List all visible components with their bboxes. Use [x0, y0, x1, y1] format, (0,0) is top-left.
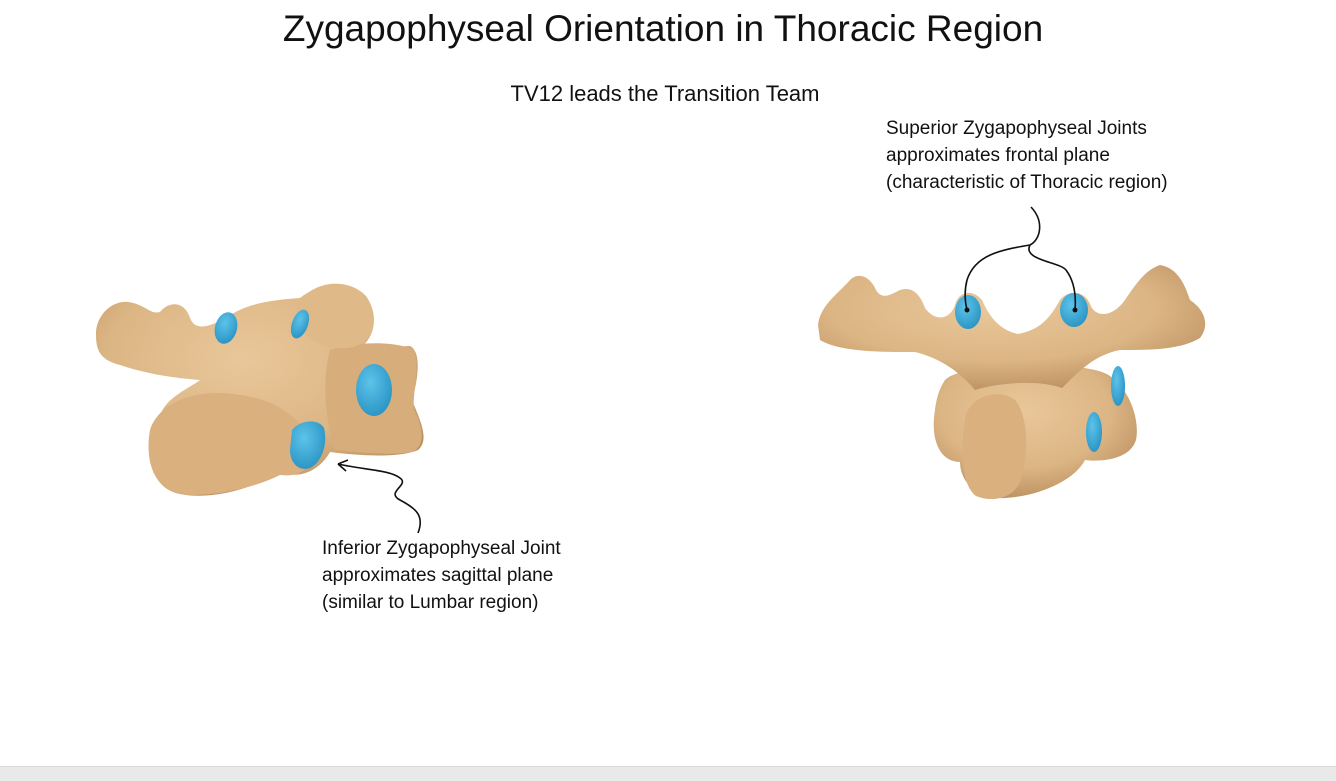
left-inferior-facet	[290, 421, 326, 469]
inferior-callout-line-3: (similar to Lumbar region)	[322, 592, 539, 613]
leader-dot-left	[964, 307, 970, 313]
right-inferior-facet-a	[1111, 366, 1125, 406]
left-costal-facet	[356, 364, 392, 416]
left-superior-facet-b	[290, 309, 310, 339]
superior-callout-line-1: Superior Zygapophyseal Joints	[886, 118, 1147, 139]
left-superior-facet-a	[214, 312, 238, 344]
right-vertebra-spinous-process	[962, 394, 1027, 500]
superior-callout-line-2: approximates frontal plane	[886, 145, 1110, 166]
left-vertebra-inferior-process	[148, 393, 313, 496]
superior-joint-callout: Superior Zygapophyseal Joints approximat…	[886, 115, 1168, 196]
slide-subtitle: TV12 leads the Transition Team	[510, 81, 820, 106]
left-vertebra-spinous-lobe	[296, 283, 374, 349]
inferior-callout-line-2: approximates sagittal plane	[322, 565, 554, 586]
inferior-callout-leader	[337, 459, 422, 534]
right-inferior-facet-b	[1086, 412, 1102, 452]
superior-callout-line-3: (characteristic of Thoracic region)	[886, 172, 1168, 193]
inferior-joint-callout: Inferior Zygapophyseal Joint approximate…	[322, 535, 561, 616]
superior-callout-leader	[964, 206, 1078, 313]
inferior-callout-line-1: Inferior Zygapophyseal Joint	[322, 538, 561, 559]
right-vertebra-arch	[818, 265, 1206, 390]
leader-dot-right	[1072, 307, 1078, 313]
left-vertebra-model	[95, 283, 424, 496]
right-vertebra-model	[818, 265, 1206, 500]
viewer-bottom-bar	[0, 766, 1336, 781]
slide-title: Zygapophyseal Orientation in Thoracic Re…	[282, 8, 1044, 49]
